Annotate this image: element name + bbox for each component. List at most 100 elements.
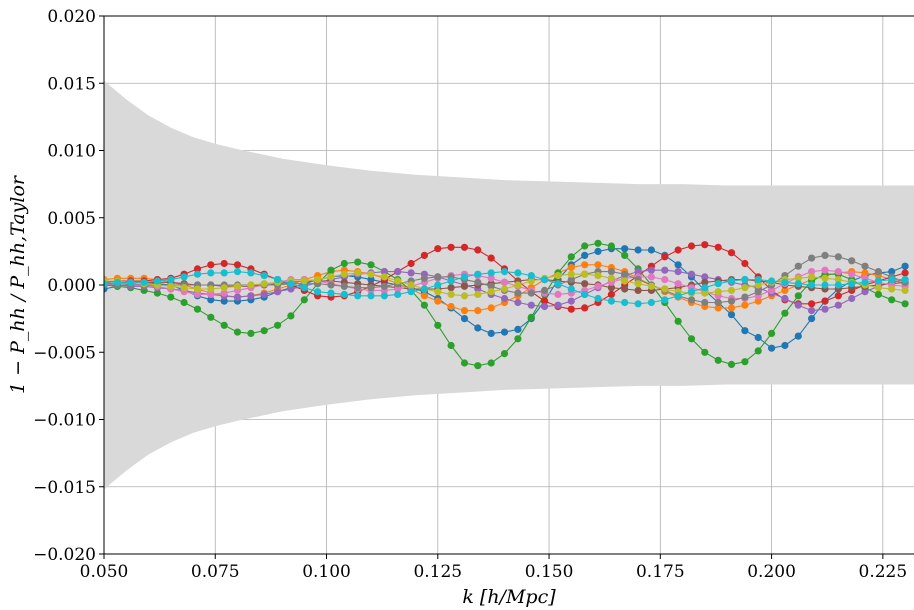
data-point [233, 268, 242, 276]
data-point [487, 254, 495, 262]
x-tick-label: 0.175 [636, 562, 685, 582]
data-point [487, 274, 495, 282]
data-point [434, 273, 442, 281]
data-point [407, 288, 415, 296]
data-point [581, 290, 589, 298]
data-point [233, 261, 242, 269]
data-point [834, 276, 842, 284]
data-point [754, 276, 762, 284]
data-point [153, 289, 161, 297]
data-point [701, 278, 709, 286]
data-point [340, 290, 348, 298]
y-tick-label: 0.005 [47, 209, 96, 229]
data-point [901, 286, 909, 294]
uncertainty-band [104, 80, 914, 490]
data-point [754, 297, 762, 305]
data-point [460, 315, 469, 323]
data-point [180, 284, 188, 292]
data-point [420, 251, 428, 259]
data-point [167, 293, 175, 301]
data-point [567, 270, 575, 278]
data-point [153, 277, 161, 285]
data-point [407, 281, 415, 289]
data-point [447, 277, 455, 285]
data-point [714, 243, 722, 251]
data-point [220, 297, 228, 305]
data-point [794, 332, 802, 340]
data-point [460, 273, 469, 281]
data-point [567, 263, 575, 272]
data-point [727, 249, 736, 257]
data-point [434, 321, 442, 329]
data-point [541, 276, 549, 284]
data-point [367, 284, 375, 292]
data-point [380, 273, 388, 281]
data-point [541, 302, 549, 311]
data-point [781, 341, 789, 350]
data-point [754, 288, 762, 296]
data-point [340, 270, 348, 278]
data-point [701, 273, 709, 281]
data-point [634, 246, 642, 254]
data-point [180, 298, 188, 307]
data-point [901, 300, 909, 308]
y-tick-label: −0.010 [33, 411, 96, 431]
data-point [848, 257, 856, 265]
data-point [794, 301, 802, 309]
data-point [594, 272, 602, 280]
data-point [594, 261, 602, 269]
x-tick-label: 0.100 [302, 562, 351, 582]
data-point [140, 278, 148, 286]
data-point [607, 268, 616, 276]
data-point [768, 329, 776, 337]
data-point [447, 302, 455, 311]
data-point [394, 285, 402, 293]
data-point [647, 273, 656, 281]
data-point [407, 259, 415, 268]
data-point [420, 274, 428, 282]
y-tick-label: −0.020 [33, 545, 96, 565]
data-point [500, 294, 509, 303]
data-point [220, 259, 228, 268]
data-point [621, 277, 629, 285]
data-point [474, 246, 482, 254]
data-point [634, 300, 642, 308]
data-point [527, 301, 535, 309]
data-point [874, 268, 883, 276]
data-point [714, 288, 722, 296]
data-point [500, 350, 509, 358]
data-point [314, 288, 322, 296]
data-point [354, 258, 362, 266]
data-point [687, 296, 696, 304]
data-point [300, 277, 308, 285]
y-tick-label: 0.000 [47, 276, 96, 296]
data-point [888, 268, 896, 276]
data-point [701, 284, 709, 292]
data-point [647, 298, 656, 307]
data-point [327, 289, 335, 297]
data-point [193, 305, 202, 313]
data-point [460, 292, 469, 300]
data-point [554, 280, 562, 288]
data-point [701, 348, 709, 356]
data-point [741, 276, 749, 284]
data-point [808, 315, 816, 323]
data-point [834, 292, 842, 300]
data-point [634, 286, 642, 294]
data-point [607, 274, 616, 282]
data-point [487, 288, 495, 296]
data-point [594, 282, 602, 290]
data-point [207, 290, 215, 298]
data-point [727, 297, 736, 305]
data-point [394, 268, 402, 276]
data-point [674, 268, 682, 276]
data-point [781, 286, 789, 294]
data-point [460, 282, 469, 290]
data-point [287, 312, 295, 320]
data-point [554, 301, 562, 309]
data-point [380, 292, 388, 300]
data-point [193, 270, 202, 278]
data-point [447, 243, 455, 251]
x-tick-label: 0.125 [413, 562, 462, 582]
data-point [420, 292, 428, 300]
